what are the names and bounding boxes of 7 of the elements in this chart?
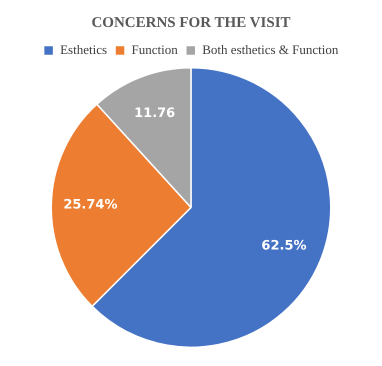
- legend-label: Esthetics: [60, 42, 108, 57]
- data-label: 62.5%: [261, 238, 307, 254]
- chart-title: CONCERNS FOR THE VISIT: [91, 14, 291, 31]
- legend-label: Function: [132, 42, 178, 57]
- legend-label: Both esthetics & Function: [202, 42, 339, 57]
- data-label: 25.74%: [63, 198, 118, 213]
- data-label: 11.76: [134, 106, 176, 122]
